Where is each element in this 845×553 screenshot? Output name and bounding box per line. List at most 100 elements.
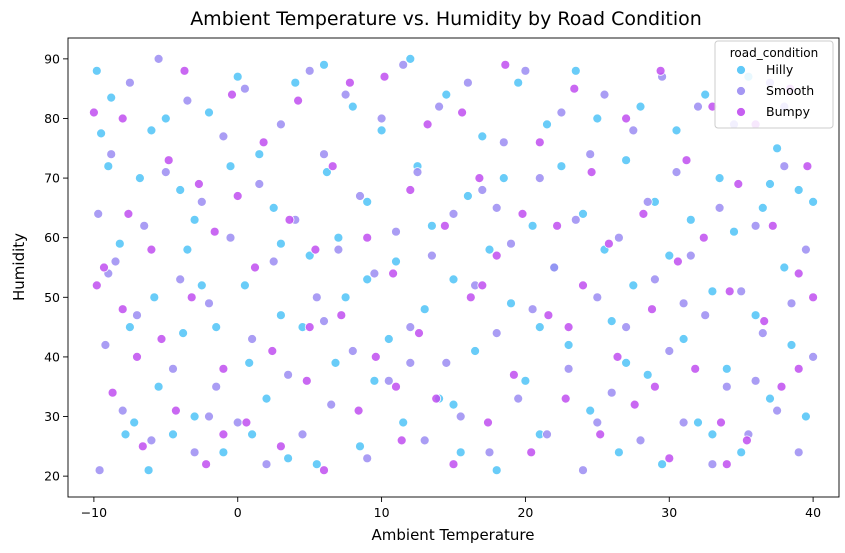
data-point bbox=[110, 256, 121, 267]
data-point bbox=[767, 220, 778, 231]
data-point bbox=[311, 292, 322, 303]
data-point bbox=[556, 161, 567, 172]
y-tick-label: 70 bbox=[44, 171, 60, 186]
data-point bbox=[369, 375, 380, 386]
data-point bbox=[455, 447, 466, 458]
data-point bbox=[261, 393, 272, 404]
data-point bbox=[628, 280, 639, 291]
data-point bbox=[201, 459, 212, 470]
data-point bbox=[94, 465, 105, 476]
data-point bbox=[327, 161, 338, 172]
data-point bbox=[132, 310, 142, 321]
data-point bbox=[362, 274, 373, 285]
data-point bbox=[137, 441, 148, 452]
data-point bbox=[189, 214, 200, 225]
data-point bbox=[93, 208, 104, 219]
data-point bbox=[448, 459, 459, 470]
data-point bbox=[347, 101, 358, 112]
data-point bbox=[117, 405, 128, 416]
data-point bbox=[333, 232, 344, 243]
data-point bbox=[284, 214, 295, 225]
data-point bbox=[801, 411, 811, 422]
data-point bbox=[218, 447, 229, 458]
data-point bbox=[275, 119, 286, 130]
data-point bbox=[700, 310, 711, 321]
data-point bbox=[254, 179, 265, 189]
data-point bbox=[91, 280, 102, 291]
data-point bbox=[261, 459, 272, 470]
data-point bbox=[283, 453, 294, 464]
y-tick-label: 50 bbox=[44, 290, 60, 305]
data-point bbox=[336, 310, 347, 321]
x-tick-label: −10 bbox=[81, 505, 107, 520]
data-point bbox=[258, 137, 269, 148]
data-point bbox=[629, 399, 640, 410]
data-point bbox=[412, 167, 423, 178]
data-point bbox=[585, 149, 596, 160]
data-point bbox=[664, 250, 675, 261]
data-point bbox=[146, 244, 157, 255]
data-point bbox=[664, 346, 675, 356]
data-point bbox=[344, 77, 355, 88]
data-point bbox=[211, 381, 222, 392]
data-point bbox=[89, 107, 99, 118]
data-point bbox=[448, 208, 459, 219]
data-point bbox=[168, 429, 178, 440]
data-point bbox=[441, 89, 452, 100]
data-point bbox=[170, 405, 181, 416]
data-point bbox=[267, 346, 278, 356]
data-point bbox=[563, 340, 574, 350]
data-point bbox=[707, 429, 718, 440]
data-point bbox=[319, 149, 329, 160]
data-point bbox=[304, 65, 315, 76]
data-point bbox=[638, 208, 649, 219]
data-point bbox=[168, 363, 178, 374]
data-point bbox=[491, 250, 502, 261]
data-point bbox=[592, 417, 603, 428]
data-point bbox=[426, 220, 437, 231]
data-point bbox=[678, 334, 689, 344]
data-point bbox=[448, 399, 459, 410]
data-point bbox=[506, 298, 516, 309]
data-point bbox=[635, 101, 646, 112]
data-point bbox=[311, 459, 322, 470]
data-point bbox=[153, 54, 164, 64]
data-point bbox=[146, 435, 157, 446]
data-point bbox=[304, 322, 315, 333]
data-point bbox=[310, 244, 321, 255]
legend-entries: Hilly Smooth Bumpy bbox=[736, 62, 814, 119]
data-point bbox=[391, 226, 401, 237]
data-point bbox=[227, 89, 237, 100]
points-layer bbox=[89, 54, 818, 476]
data-point bbox=[297, 429, 308, 440]
data-point bbox=[362, 196, 373, 207]
data-point bbox=[664, 453, 675, 464]
y-tick-label: 90 bbox=[44, 51, 60, 66]
data-point bbox=[542, 119, 552, 130]
data-point bbox=[569, 83, 580, 94]
data-point bbox=[146, 125, 157, 136]
data-point bbox=[189, 447, 200, 458]
data-point bbox=[586, 167, 597, 178]
data-point bbox=[642, 196, 653, 207]
data-point bbox=[570, 214, 581, 225]
data-point bbox=[396, 435, 407, 446]
data-point bbox=[117, 304, 128, 315]
data-point bbox=[714, 202, 725, 213]
data-point bbox=[500, 59, 511, 70]
y-axis: 20 30 40 50 60 70 80 90 bbox=[44, 51, 68, 484]
data-point bbox=[362, 453, 373, 464]
data-point bbox=[772, 143, 782, 154]
data-point bbox=[549, 262, 560, 273]
data-point bbox=[124, 77, 135, 88]
data-point bbox=[657, 459, 667, 470]
data-point bbox=[391, 381, 401, 392]
data-point bbox=[621, 322, 631, 333]
data-point bbox=[441, 357, 452, 368]
data-point bbox=[178, 328, 189, 339]
data-point bbox=[448, 274, 459, 285]
data-point bbox=[405, 185, 416, 195]
x-tick-label: 40 bbox=[805, 505, 821, 520]
data-point bbox=[693, 101, 703, 112]
